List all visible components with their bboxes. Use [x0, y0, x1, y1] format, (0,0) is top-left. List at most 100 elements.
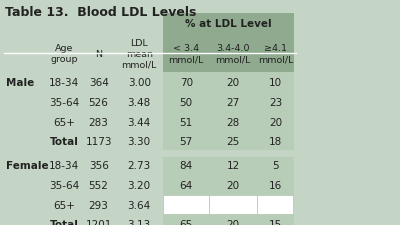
Bar [46, 195, 82, 215]
Text: 10: 10 [269, 78, 282, 88]
Bar [82, 176, 115, 195]
Bar [115, 156, 163, 176]
Bar [209, 93, 257, 112]
Bar [257, 35, 294, 73]
Bar [82, 93, 115, 112]
Bar [163, 14, 294, 35]
Bar [209, 112, 257, 132]
Bar [4, 156, 46, 176]
Bar [163, 35, 209, 73]
Text: Total: Total [50, 137, 78, 147]
Bar [82, 195, 115, 215]
Text: 1173: 1173 [85, 137, 112, 147]
Bar [163, 195, 209, 215]
Bar [163, 156, 209, 176]
Bar [115, 176, 163, 195]
Bar [257, 176, 294, 195]
Bar [4, 195, 46, 215]
Bar [82, 112, 115, 132]
Text: 12: 12 [226, 161, 240, 171]
Text: 3.4-4.0
mmol/L: 3.4-4.0 mmol/L [216, 44, 251, 64]
Bar [257, 132, 294, 151]
Bar [115, 215, 163, 225]
Bar [4, 176, 46, 195]
Text: 64: 64 [180, 180, 193, 190]
Text: 2.73: 2.73 [128, 161, 151, 171]
Bar [4, 132, 46, 151]
Bar [209, 195, 257, 215]
Text: < 3.4
mmol/L: < 3.4 mmol/L [168, 44, 204, 64]
Bar [82, 215, 115, 225]
Text: 20: 20 [227, 78, 240, 88]
Bar [115, 112, 163, 132]
Bar [257, 73, 294, 93]
Bar [209, 35, 257, 73]
Text: 283: 283 [89, 117, 108, 127]
Bar [209, 132, 257, 151]
Bar [163, 132, 209, 151]
Bar [46, 176, 82, 195]
Bar [257, 93, 294, 112]
Text: 3.20: 3.20 [128, 180, 151, 190]
Text: 65: 65 [180, 219, 193, 225]
Text: 18-34: 18-34 [49, 78, 79, 88]
Text: 28: 28 [269, 200, 282, 210]
Bar [4, 93, 46, 112]
Text: 526: 526 [89, 97, 108, 108]
Bar [82, 35, 115, 73]
Text: 15: 15 [269, 219, 282, 225]
Text: 5: 5 [272, 161, 279, 171]
Bar [46, 215, 82, 225]
Text: 3.64: 3.64 [128, 200, 151, 210]
Text: 28: 28 [226, 117, 240, 127]
Text: 3.48: 3.48 [128, 97, 151, 108]
Bar [163, 73, 209, 93]
Text: 50: 50 [180, 97, 193, 108]
Bar [115, 93, 163, 112]
Bar [4, 215, 46, 225]
Text: 552: 552 [89, 180, 108, 190]
Bar [4, 12, 296, 225]
Bar [46, 132, 82, 151]
Bar [163, 112, 209, 132]
Text: 293: 293 [89, 200, 108, 210]
Bar [257, 195, 294, 215]
Text: 35-64: 35-64 [49, 97, 79, 108]
Text: 3.13: 3.13 [128, 219, 151, 225]
Text: 20: 20 [269, 117, 282, 127]
Bar [115, 35, 163, 73]
Bar [82, 156, 115, 176]
Text: 364: 364 [89, 78, 108, 88]
Bar [257, 156, 294, 176]
Text: 84: 84 [180, 161, 193, 171]
Text: 27: 27 [226, 97, 240, 108]
Text: 1201: 1201 [86, 219, 112, 225]
Text: 18: 18 [269, 137, 282, 147]
Bar [4, 14, 163, 35]
Text: Total: Total [50, 219, 78, 225]
Text: 3.30: 3.30 [128, 137, 151, 147]
Bar [163, 93, 209, 112]
Bar [4, 35, 46, 73]
Bar [163, 215, 209, 225]
Text: 20: 20 [227, 219, 240, 225]
Text: Table 13.  Blood LDL Levels: Table 13. Blood LDL Levels [5, 6, 196, 19]
Bar [46, 112, 82, 132]
Text: 16: 16 [269, 180, 282, 190]
Bar [209, 176, 257, 195]
Bar [259, 197, 292, 213]
Text: 65+: 65+ [53, 200, 75, 210]
Bar [46, 93, 82, 112]
Bar [4, 73, 46, 93]
Bar [46, 35, 82, 73]
Text: 23: 23 [269, 97, 282, 108]
Bar [257, 215, 294, 225]
Text: 20: 20 [227, 180, 240, 190]
Text: 51: 51 [180, 117, 193, 127]
Bar [82, 132, 115, 151]
Text: 65+: 65+ [53, 117, 75, 127]
Bar [115, 132, 163, 151]
Bar [211, 197, 256, 213]
Bar [46, 156, 82, 176]
Text: LDL
mean
mmol/L: LDL mean mmol/L [122, 38, 157, 70]
